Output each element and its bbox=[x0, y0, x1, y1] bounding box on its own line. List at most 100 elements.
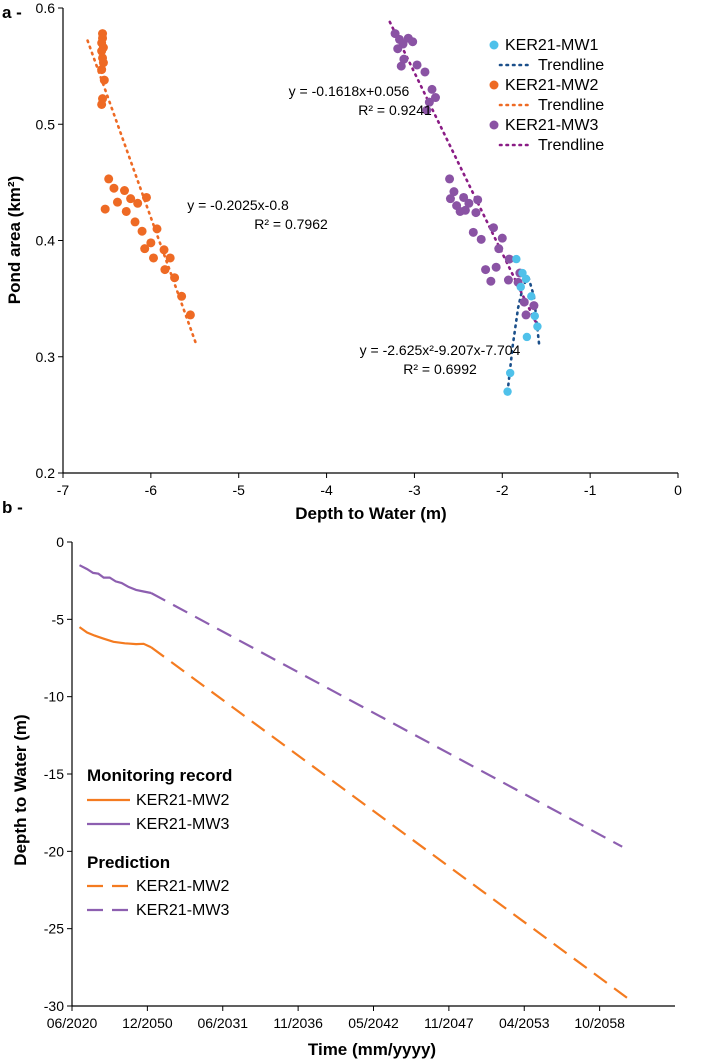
panel-a-scatter: a - -7 -6 -5 -4 -3 -2 -1 0 0.2 0.3 0.4 0.5 0.6 y = -… bbox=[2, 0, 682, 523]
legend-marker-mw3 bbox=[489, 120, 499, 130]
legend-trend-label-mw1: Trendline bbox=[538, 57, 604, 74]
point-mw3 bbox=[424, 97, 434, 107]
r-squared-mw3: R² = 0.9241 bbox=[358, 102, 432, 118]
point-mw3 bbox=[491, 262, 501, 272]
panel-a-label: a - bbox=[2, 3, 22, 22]
line-mw3-dashed bbox=[150, 592, 623, 848]
panel-b-y-tick-label: -30 bbox=[44, 998, 64, 1014]
legend-trend-label-mw3: Trendline bbox=[538, 137, 604, 154]
point-mw2 bbox=[97, 99, 107, 109]
panel-a-x-tick-label: -3 bbox=[408, 482, 421, 498]
panel-b-legend: Monitoring record KER21-MW2 KER21-MW3 Predi… bbox=[87, 766, 232, 919]
panel-a-x-tick-label: -7 bbox=[57, 482, 70, 498]
equation-mw2: y = -0.2025x-0.8 bbox=[187, 197, 289, 213]
point-mw3 bbox=[459, 192, 469, 202]
point-mw3 bbox=[494, 244, 504, 254]
point-mw2 bbox=[160, 265, 170, 275]
legend-label-mw2-dashed: KER21-MW2 bbox=[136, 878, 229, 895]
r-squared-mw2: R² = 0.7962 bbox=[254, 216, 328, 232]
panel-a-legend: KER21-MW1 Trendline KER21-MW2 Trendline KER2… bbox=[489, 37, 604, 154]
panel-a-axes: -7 -6 -5 -4 -3 -2 -1 0 0.2 0.3 0.4 0.5 0.6 bbox=[36, 0, 683, 498]
point-mw3 bbox=[521, 310, 531, 320]
point-mw1 bbox=[516, 282, 525, 292]
panel-b-x-tick-label: 06/2020 bbox=[47, 1015, 98, 1031]
point-mw2 bbox=[98, 58, 108, 68]
point-mw3 bbox=[396, 61, 406, 71]
point-mw2 bbox=[148, 253, 158, 263]
point-mw1 bbox=[512, 254, 521, 264]
point-mw3 bbox=[445, 174, 455, 184]
point-mw2 bbox=[109, 183, 119, 193]
point-mw3 bbox=[464, 198, 474, 208]
line-mw3-solid bbox=[78, 564, 152, 595]
panel-a-x-tick-label: -5 bbox=[232, 482, 245, 498]
panel-b-x-tick-label: 06/2031 bbox=[197, 1015, 248, 1031]
point-mw2 bbox=[165, 253, 175, 263]
panel-b-y-tick-label: -25 bbox=[44, 921, 64, 937]
point-mw3 bbox=[486, 276, 496, 286]
legend-label-mw3-dashed: KER21-MW3 bbox=[136, 902, 229, 919]
point-mw2 bbox=[97, 65, 107, 75]
panel-a-y-tick-label: 0.2 bbox=[36, 465, 56, 481]
point-mw1 bbox=[505, 368, 515, 378]
legend-label-mw1: KER21-MW1 bbox=[505, 37, 598, 54]
point-mw3 bbox=[519, 297, 529, 307]
point-mw3 bbox=[422, 105, 432, 115]
point-mw2 bbox=[137, 226, 147, 236]
legend-group-title-solid: Monitoring record bbox=[87, 766, 232, 785]
equation-mw3: y = -0.1618x+0.056 bbox=[289, 83, 410, 99]
panel-b-ylabel: Depth to Water (m) bbox=[11, 714, 30, 865]
panel-b-x-tick-label: 12/2050 bbox=[122, 1015, 173, 1031]
point-mw3 bbox=[445, 194, 455, 204]
point-mw2 bbox=[133, 198, 143, 208]
panel-a-x-tick-label: -1 bbox=[584, 482, 597, 498]
point-mw1 bbox=[522, 332, 532, 342]
panel-a-x-tick-label: -2 bbox=[496, 482, 509, 498]
legend-marker-mw2 bbox=[489, 80, 499, 90]
panel-b-x-tick-label: 04/2053 bbox=[499, 1015, 550, 1031]
legend-label-mw3-solid: KER21-MW3 bbox=[136, 816, 229, 833]
legend-trend-label-mw2: Trendline bbox=[538, 97, 604, 114]
point-mw2 bbox=[152, 224, 162, 234]
point-mw3 bbox=[420, 67, 430, 77]
point-mw3 bbox=[503, 275, 513, 285]
point-mw2 bbox=[112, 197, 122, 207]
panel-a-y-tick-label: 0.6 bbox=[36, 0, 56, 16]
trendline-mw3 bbox=[388, 20, 537, 324]
point-mw3 bbox=[497, 233, 507, 243]
panel-a-y-tick-label: 0.5 bbox=[36, 116, 56, 132]
point-mw2 bbox=[97, 46, 107, 56]
legend-label-mw2: KER21-MW2 bbox=[505, 77, 598, 94]
panel-b-y-tick-label: -20 bbox=[44, 843, 64, 859]
panel-b-series bbox=[78, 564, 631, 1001]
panel-b-x-tick-label: 11/2036 bbox=[273, 1015, 323, 1031]
point-mw3 bbox=[427, 84, 437, 94]
panel-b-x-tick-label: 05/2042 bbox=[348, 1015, 399, 1031]
legend-marker-mw1 bbox=[489, 40, 499, 50]
point-mw1 bbox=[533, 322, 542, 331]
panel-b-lines: b - 06/2020 12/2050 06/2031 11/2036 05/2042 1… bbox=[2, 498, 675, 1059]
panel-b-x-tick-label: 10/2058 bbox=[574, 1015, 625, 1031]
point-mw2 bbox=[100, 204, 110, 214]
point-mw3 bbox=[449, 187, 459, 197]
point-mw3 bbox=[529, 301, 539, 311]
point-mw2 bbox=[99, 75, 109, 85]
point-mw2 bbox=[159, 245, 169, 255]
panel-a-x-tick-label: -4 bbox=[320, 482, 333, 498]
point-mw2 bbox=[185, 310, 195, 320]
panel-a-y-tick-label: 0.4 bbox=[36, 233, 56, 249]
panel-b-label: b - bbox=[2, 498, 23, 517]
equation-mw1: y = -2.625x²-9.207x-7.704 bbox=[360, 342, 521, 358]
point-mw2 bbox=[177, 291, 187, 301]
point-mw3 bbox=[431, 93, 441, 103]
panel-b-y-tick-label: 0 bbox=[56, 534, 64, 550]
point-mw2 bbox=[141, 192, 151, 202]
point-mw3 bbox=[412, 60, 422, 70]
legend-label-mw3: KER21-MW3 bbox=[505, 117, 598, 134]
panel-a-x-tick-label: -6 bbox=[145, 482, 158, 498]
point-mw3 bbox=[481, 265, 491, 275]
legend-label-mw2-solid: KER21-MW2 bbox=[136, 792, 229, 809]
panel-a-xlabel: Depth to Water (m) bbox=[295, 504, 446, 523]
point-mw1 bbox=[527, 292, 536, 301]
